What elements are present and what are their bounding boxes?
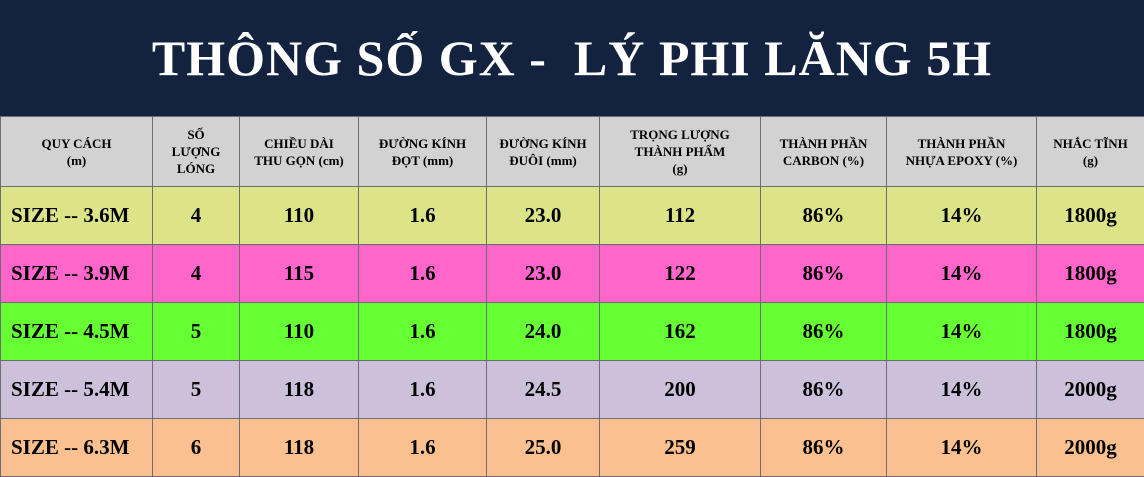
table-row: SIZE -- 3.6M 4 110 1.6 23.0 112 86% 14% …	[0, 186, 1144, 245]
epoxy-cell: 14%	[886, 186, 1037, 245]
closed-length-cell: 115	[239, 244, 359, 303]
segments-cell: 4	[152, 186, 240, 245]
header-duong-kinh-dot: ĐƯỜNG KÍNH ĐỌT (mm)	[358, 116, 487, 187]
header-row: QUY CÁCH (m) SỐ LƯỢNG LÓNG CHIỀU DÀI THU GỌN…	[0, 116, 1144, 187]
size-cell: SIZE -- 3.9M	[0, 244, 153, 303]
table-row: SIZE -- 5.4M 5 118 1.6 24.5 200 86% 14% …	[0, 360, 1144, 419]
carbon-cell: 86%	[760, 418, 887, 477]
size-cell: SIZE -- 6.3M	[0, 418, 153, 477]
carbon-cell: 86%	[760, 302, 887, 361]
static-lift-cell: 1800g	[1036, 244, 1144, 303]
weight-cell: 162	[599, 302, 761, 361]
segments-cell: 5	[152, 302, 240, 361]
epoxy-cell: 14%	[886, 418, 1037, 477]
segments-cell: 6	[152, 418, 240, 477]
segments-cell: 5	[152, 360, 240, 419]
table-row: SIZE -- 4.5M 5 110 1.6 24.0 162 86% 14% …	[0, 302, 1144, 361]
static-lift-cell: 2000g	[1036, 360, 1144, 419]
closed-length-cell: 110	[239, 186, 359, 245]
header-duong-kinh-duoi: ĐƯỜNG KÍNH ĐUÔI (mm)	[486, 116, 600, 187]
epoxy-cell: 14%	[886, 360, 1037, 419]
size-cell: SIZE -- 4.5M	[0, 302, 153, 361]
header-epoxy: THÀNH PHẦN NHỰA EPOXY (%)	[886, 116, 1037, 187]
closed-length-cell: 110	[239, 302, 359, 361]
weight-cell: 259	[599, 418, 761, 477]
carbon-cell: 86%	[760, 244, 887, 303]
butt-diameter-cell: 25.0	[486, 418, 600, 477]
weight-cell: 122	[599, 244, 761, 303]
header-carbon: THÀNH PHẦN CARBON (%)	[760, 116, 887, 187]
epoxy-cell: 14%	[886, 244, 1037, 303]
title-bar: THÔNG SỐ GX - LÝ PHI LĂNG 5H	[0, 0, 1144, 116]
header-nhac-tinh: NHẮC TĨNH (g)	[1036, 116, 1144, 187]
tip-diameter-cell: 1.6	[358, 186, 487, 245]
butt-diameter-cell: 23.0	[486, 244, 600, 303]
weight-cell: 112	[599, 186, 761, 245]
tip-diameter-cell: 1.6	[358, 244, 487, 303]
butt-diameter-cell: 23.0	[486, 186, 600, 245]
weight-cell: 200	[599, 360, 761, 419]
carbon-cell: 86%	[760, 186, 887, 245]
epoxy-cell: 14%	[886, 302, 1037, 361]
static-lift-cell: 1800g	[1036, 302, 1144, 361]
segments-cell: 4	[152, 244, 240, 303]
header-so-luong-long: SỐ LƯỢNG LÓNG	[152, 116, 240, 187]
butt-diameter-cell: 24.5	[486, 360, 600, 419]
table-row: SIZE -- 6.3M 6 118 1.6 25.0 259 86% 14% …	[0, 418, 1144, 477]
carbon-cell: 86%	[760, 360, 887, 419]
table-row: SIZE -- 3.9M 4 115 1.6 23.0 122 86% 14% …	[0, 244, 1144, 303]
header-chieu-dai: CHIỀU DÀI THU GỌN (cm)	[239, 116, 359, 187]
header-trong-luong: TRỌNG LƯỢNG THÀNH PHẨM (g)	[599, 116, 761, 187]
tip-diameter-cell: 1.6	[358, 360, 487, 419]
page-title: THÔNG SỐ GX - LÝ PHI LĂNG 5H	[151, 30, 993, 86]
static-lift-cell: 2000g	[1036, 418, 1144, 477]
closed-length-cell: 118	[239, 360, 359, 419]
size-cell: SIZE -- 3.6M	[0, 186, 153, 245]
size-cell: SIZE -- 5.4M	[0, 360, 153, 419]
header-quy-cach: QUY CÁCH (m)	[0, 116, 153, 187]
butt-diameter-cell: 24.0	[486, 302, 600, 361]
closed-length-cell: 118	[239, 418, 359, 477]
tip-diameter-cell: 1.6	[358, 302, 487, 361]
static-lift-cell: 1800g	[1036, 186, 1144, 245]
tip-diameter-cell: 1.6	[358, 418, 487, 477]
spec-table: QUY CÁCH (m) SỐ LƯỢNG LÓNG CHIỀU DÀI THU GỌN…	[0, 116, 1144, 477]
